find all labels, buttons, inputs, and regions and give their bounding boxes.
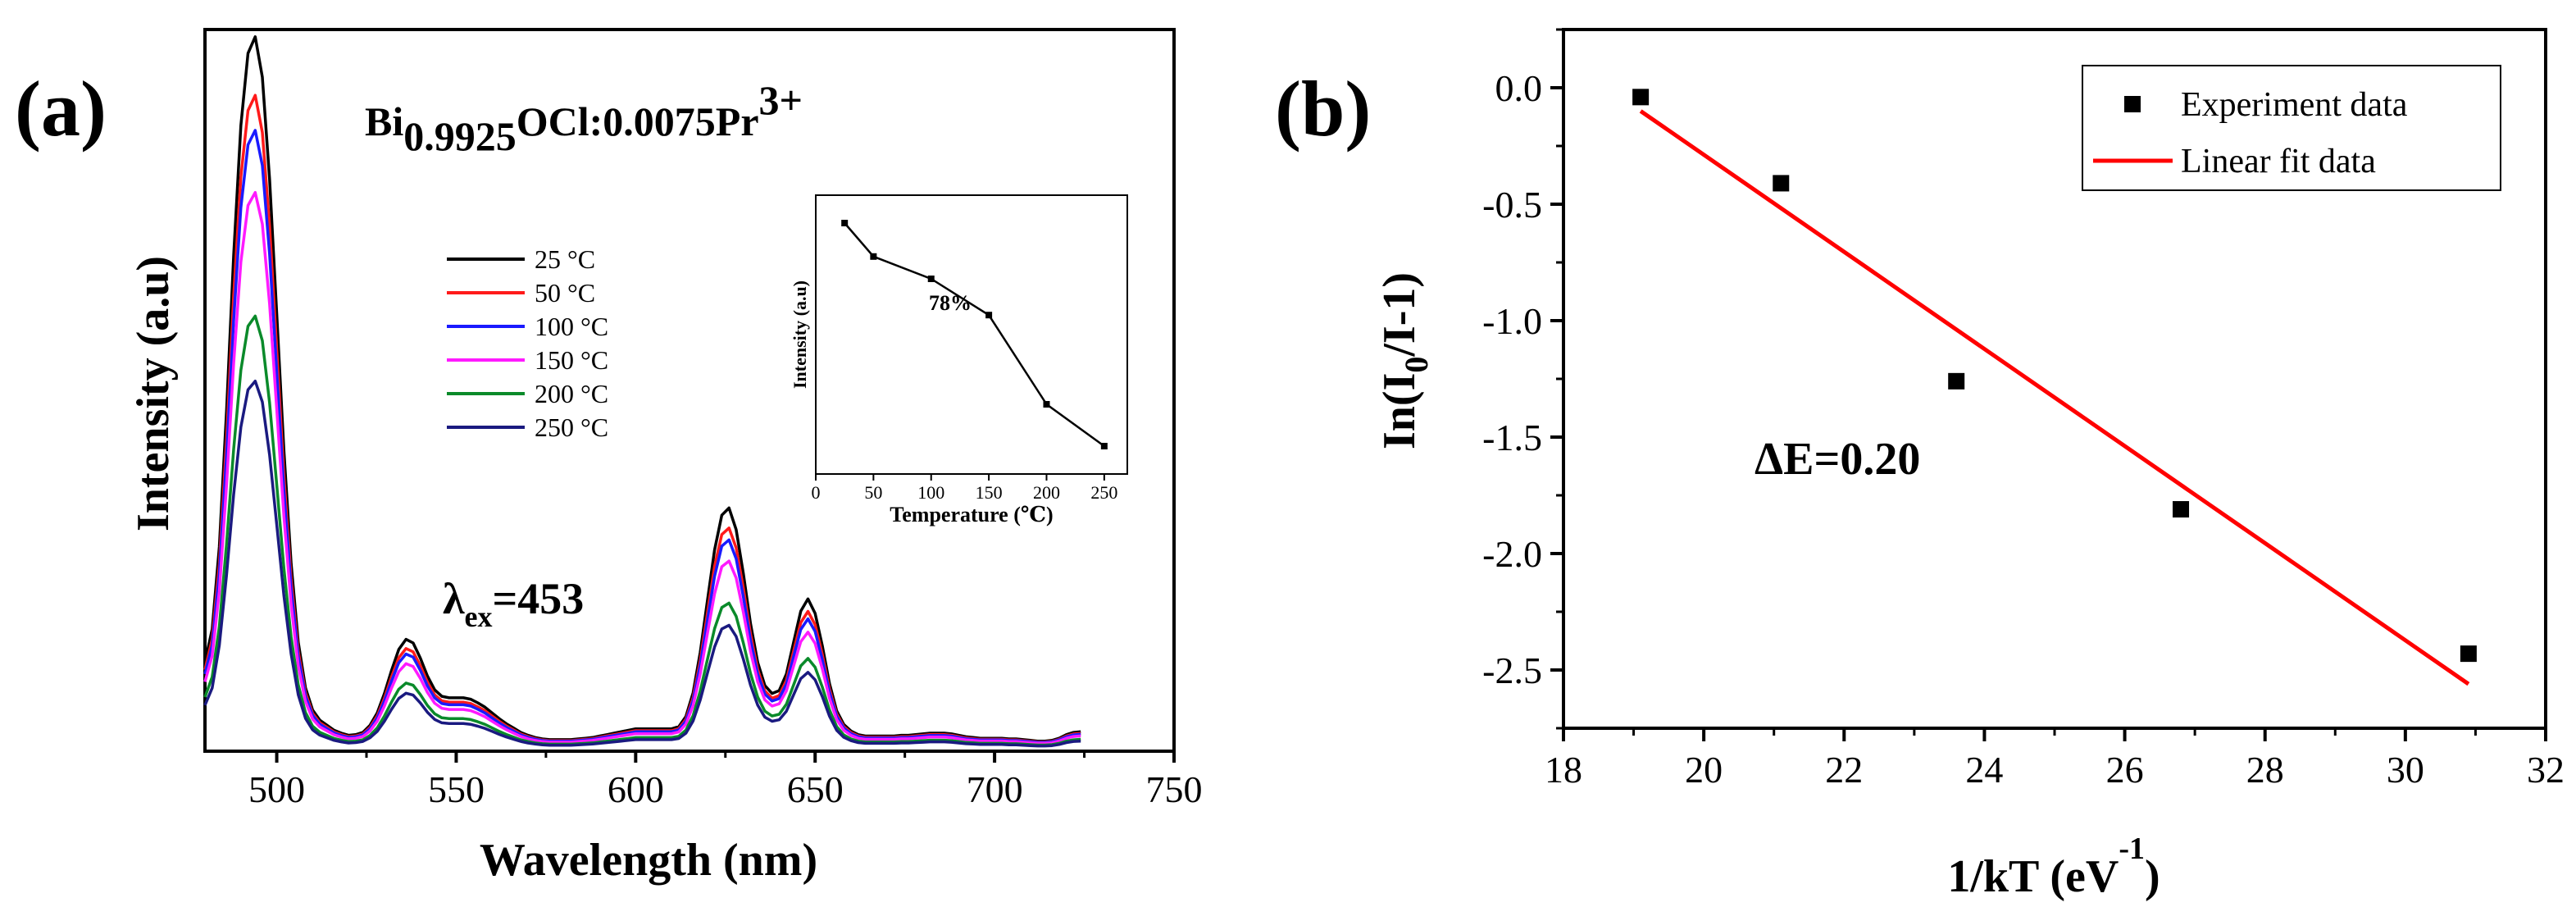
legend-label-4: 200 °C: [535, 379, 608, 408]
sample-formula: Bi0.9925OCl:0.0075Pr3+: [365, 77, 803, 159]
data-point: [1948, 372, 1965, 390]
inset-chart: 0 50 100 150 200 250 Temperature (℃) Intensit…: [790, 194, 1128, 526]
inset-point: [985, 312, 993, 319]
arrhenius-legend: Experiment data Linear fit data: [2082, 65, 2501, 191]
legend-label-1: 50 °C: [535, 278, 595, 308]
spectra-x-tick-label: 650: [787, 768, 844, 810]
panel-a-label: (a): [15, 65, 107, 153]
spectra-plot-frame: [203, 28, 1176, 753]
inset-point: [1100, 443, 1108, 449]
arrhenius-y-tick-label: -2.0: [1482, 533, 1542, 575]
arrhenius-plot-frame: [1562, 28, 2547, 730]
excitation-label: λex=453: [443, 574, 584, 633]
spectrum-line-3: [203, 190, 1081, 745]
arrhenius-x-tick-label: 22: [1825, 749, 1863, 791]
inset-point: [870, 253, 877, 260]
arrhenius-y-axis-title: In(I0/I-1): [1374, 272, 1435, 449]
arrhenius-x-ticks: 18 20 22 24 26 28 30 32: [1545, 728, 2565, 791]
arrhenius-marks: [1632, 89, 2477, 686]
spectra-x-tick-label: 550: [428, 768, 485, 810]
spectra-x-tick-label: 750: [1146, 768, 1203, 810]
spectrum-line-2: [203, 129, 1081, 745]
data-point: [2173, 501, 2190, 518]
inset-x-tick-label: 50: [864, 482, 882, 503]
panel-b-label: (b): [1275, 65, 1371, 153]
activation-energy-annotation: ΔE=0.20: [1755, 434, 1920, 485]
arrhenius-x-tick-label: 30: [2387, 749, 2424, 791]
inset-x-ticks: 0 50 100 150 200 250: [812, 474, 1117, 503]
spectrum-line-1: [203, 93, 1081, 744]
inset-x-tick-label: 150: [976, 482, 1003, 503]
spectra-x-ticks: 500 550 600 650 700 750: [248, 751, 1203, 810]
inset-point: [1043, 401, 1050, 408]
legend-frame: [2082, 65, 2501, 191]
inset-x-tick-label: 250: [1090, 482, 1117, 503]
arrhenius-y-tick-label: 0.0: [1495, 67, 1543, 109]
spectra-x-axis-title: Wavelength (nm): [480, 835, 817, 886]
arrhenius-x-tick-label: 26: [2106, 749, 2144, 791]
spectra-x-tick-label: 700: [967, 768, 1023, 810]
arrhenius-y-tick-label: -2.5: [1482, 649, 1542, 691]
spectrum-line-4: [203, 314, 1081, 747]
inset-y-axis-title: Intensity (a.u): [790, 280, 810, 389]
inset-x-tick-label: 0: [812, 482, 821, 503]
legend-label-3: 150 °C: [535, 345, 608, 375]
spectra-x-tick-label: 600: [608, 768, 664, 810]
data-point: [2460, 645, 2477, 663]
inset-x-tick-label: 100: [917, 482, 944, 503]
arrhenius-x-tick-label: 20: [1685, 749, 1723, 791]
arrhenius-x-axis-title: 1/kT (eV-1): [1947, 832, 2160, 902]
data-point: [1773, 175, 1790, 192]
fit-line: [1639, 109, 2470, 686]
arrhenius-x-tick-label: 28: [2246, 749, 2284, 791]
spectrum-line-5: [203, 379, 1081, 748]
arrhenius-y-tick-label: -1.0: [1482, 300, 1542, 342]
inset-point: [841, 220, 849, 226]
spectra-curves: [203, 35, 1081, 748]
inset-point: [927, 276, 935, 282]
legend-label-2: 100 °C: [535, 312, 608, 341]
inset-x-tick-label: 200: [1033, 482, 1060, 503]
spectra-legend: 25 °C 50 °C 100 °C 150 °C 200 °C 250 °C: [447, 244, 608, 442]
arrhenius-y-ticks: 0.0 -0.5 -1.0 -1.5 -2.0 -2.5: [1482, 28, 1563, 730]
legend-label-0: 25 °C: [535, 244, 595, 274]
panel-a: (a) 500 550 600 650 700 750 Wavelength (nm) I…: [15, 28, 1203, 886]
inset-plot-frame: [815, 194, 1128, 475]
arrhenius-x-tick-label: 24: [1965, 749, 2003, 791]
legend-label-experiment: Experiment data: [2181, 86, 2408, 124]
arrhenius-y-tick-label: -0.5: [1482, 184, 1542, 226]
arrhenius-x-tick-label: 18: [1545, 749, 1582, 791]
spectra-x-tick-label: 500: [248, 768, 305, 810]
inset-line: [844, 222, 1105, 448]
inset-x-axis-title: Temperature (℃): [890, 503, 1053, 526]
arrhenius-y-tick-label: -1.5: [1482, 417, 1542, 458]
legend-label-fit: Linear fit data: [2181, 143, 2376, 180]
panel-b: (b) 18 20 22 24 26 28 30 32 0.0 -0.5 -1.0 -1.5 -2.0…: [1275, 28, 2565, 902]
inset-marks: [841, 220, 1108, 449]
legend-label-5: 250 °C: [535, 412, 608, 442]
inset-annotation: 78%: [929, 291, 972, 315]
legend-marker-experiment: [2124, 96, 2141, 112]
spectra-y-axis-title: Intensity (a.u): [128, 256, 179, 531]
data-point: [1632, 89, 1650, 106]
arrhenius-x-tick-label: 32: [2527, 749, 2565, 791]
